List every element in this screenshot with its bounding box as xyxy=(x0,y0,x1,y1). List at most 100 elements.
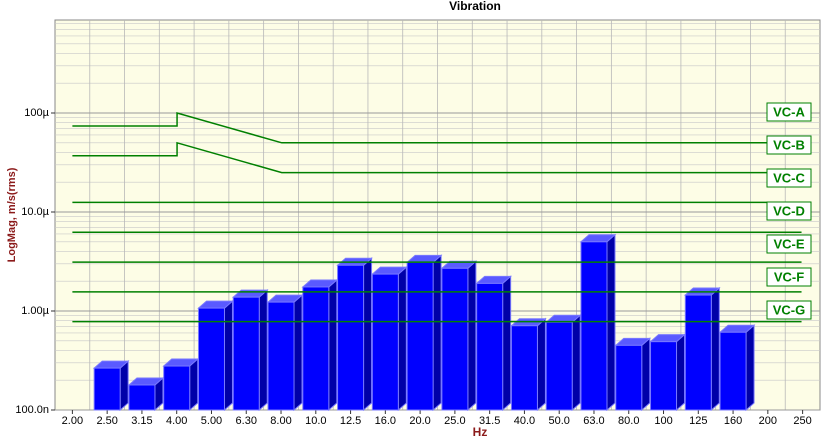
criterion-label-box xyxy=(766,102,812,122)
criterion-label: VC-F xyxy=(774,269,804,284)
bar xyxy=(197,299,234,412)
bar-front xyxy=(476,282,504,411)
x-tick-label: 50.0 xyxy=(548,415,569,427)
y-tick-label: 1.00µ xyxy=(21,305,49,317)
criterion-label-box xyxy=(766,135,812,155)
y-tick-label: 100.0n xyxy=(15,404,49,416)
criterion-label-box xyxy=(766,201,812,221)
bar-side xyxy=(223,299,233,412)
bar-side xyxy=(467,260,477,412)
bar-side xyxy=(745,324,755,412)
x-tick-label: 31.5 xyxy=(479,415,500,427)
bar-front xyxy=(371,273,399,411)
criterion-label: VC-G xyxy=(773,302,806,317)
x-axis-label: Hz xyxy=(473,425,488,439)
bar-side xyxy=(189,357,199,412)
bar-side xyxy=(432,254,442,412)
bar-side xyxy=(676,333,686,412)
bar-side xyxy=(397,265,407,412)
x-tick-label: 3.15 xyxy=(131,415,152,427)
bar-side xyxy=(571,314,581,412)
x-tick-label: 80.0 xyxy=(618,415,639,427)
x-tick-label: 125 xyxy=(689,415,707,427)
y-tick-label: 10.0µ xyxy=(21,206,49,218)
bar xyxy=(440,260,478,412)
bar xyxy=(162,357,200,412)
criterion-label: VC-D xyxy=(773,203,805,218)
criterion-label-box xyxy=(766,300,812,320)
x-tick-label: 40.0 xyxy=(514,415,535,427)
x-tick-label: 5.00 xyxy=(201,415,222,427)
x-tick-label: 2.00 xyxy=(62,415,83,427)
bar-front xyxy=(163,365,191,411)
bar-front xyxy=(510,325,538,411)
criterion-label: VC-C xyxy=(773,170,805,185)
bar xyxy=(301,278,339,412)
bar xyxy=(614,337,652,412)
bar-front xyxy=(406,261,434,411)
bar-side xyxy=(328,278,338,412)
x-tick-label: 63.0 xyxy=(583,415,604,427)
bar-front xyxy=(650,341,678,411)
x-tick-label: 25.0 xyxy=(444,415,465,427)
bar xyxy=(92,359,130,412)
criterion-line xyxy=(72,141,802,174)
bar-side xyxy=(363,257,373,412)
bar-front xyxy=(545,321,573,411)
bar-side xyxy=(119,359,129,412)
x-tick-label: 100 xyxy=(654,415,672,427)
x-tick-label: 12.5 xyxy=(340,415,361,427)
bar xyxy=(718,324,756,412)
bar xyxy=(405,254,443,412)
x-tick-label: 4.00 xyxy=(166,415,187,427)
bar xyxy=(127,376,165,412)
x-tick-label: 250 xyxy=(793,415,811,427)
bar xyxy=(649,333,686,412)
bar-side xyxy=(502,275,512,412)
bar-front xyxy=(267,301,295,411)
bar-side xyxy=(536,317,546,412)
bar-front xyxy=(719,331,747,411)
bar xyxy=(371,265,408,412)
bar xyxy=(231,289,269,412)
bar-front xyxy=(441,267,469,411)
x-tick-label: 160 xyxy=(724,415,742,427)
criterion-label: VC-A xyxy=(773,104,805,119)
y-axis-label: LogMag, m/s(rms) xyxy=(6,167,18,262)
bar xyxy=(683,286,721,412)
bar-side xyxy=(641,337,651,412)
x-tick-label: 16.0 xyxy=(375,415,396,427)
y-tick-label: 100µ xyxy=(24,107,49,119)
x-tick-label: 2.50 xyxy=(96,415,117,427)
bar-front xyxy=(302,286,330,411)
chart-title: Vibration xyxy=(449,0,501,13)
bar-front xyxy=(93,367,121,411)
criterion-label-box xyxy=(766,234,812,254)
bar xyxy=(510,317,547,412)
bar-front xyxy=(580,241,608,411)
bar-side xyxy=(710,286,720,412)
criterion-label-box xyxy=(766,168,812,188)
bar-front xyxy=(128,384,156,411)
bar-side xyxy=(293,294,303,412)
x-tick-label: 200 xyxy=(759,415,777,427)
bar xyxy=(579,233,617,412)
bar xyxy=(266,294,304,412)
bar xyxy=(336,257,373,412)
x-tick-label: 20.0 xyxy=(409,415,430,427)
x-tick-label: 10.0 xyxy=(305,415,326,427)
x-tick-label: 6.30 xyxy=(236,415,257,427)
criterion-line xyxy=(72,112,802,144)
criterion-label: VC-B xyxy=(773,137,805,152)
bar-side xyxy=(258,289,268,412)
bar-front xyxy=(615,344,643,411)
criterion-label: VC-E xyxy=(773,236,804,251)
bar xyxy=(544,314,582,412)
bar-front xyxy=(232,296,260,411)
bar-front xyxy=(337,264,365,411)
x-tick-label: 8.00 xyxy=(270,415,291,427)
bar-front xyxy=(197,307,225,411)
criterion-label-box xyxy=(766,267,812,287)
